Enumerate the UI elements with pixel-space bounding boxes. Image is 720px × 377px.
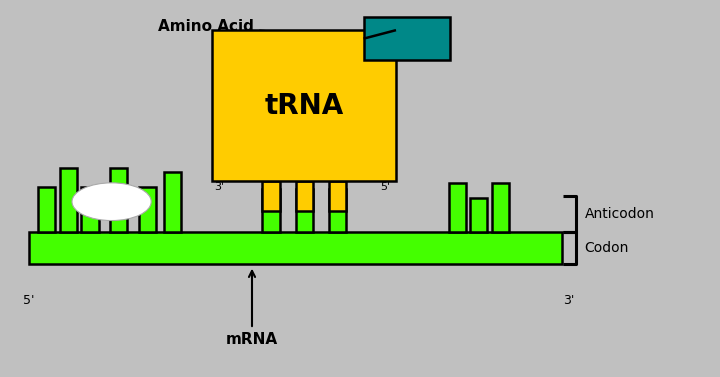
Bar (110, 168, 127, 232)
Bar (296, 188, 313, 232)
Bar (38, 187, 55, 232)
Text: 5': 5' (380, 182, 390, 192)
Text: tRNA: tRNA (264, 92, 344, 120)
Bar (328, 188, 346, 232)
Text: 5': 5' (23, 294, 35, 307)
Bar (449, 183, 466, 232)
Bar (492, 183, 509, 232)
Bar (139, 187, 156, 232)
Bar (164, 172, 181, 232)
Bar (262, 188, 280, 232)
Text: 3': 3' (563, 294, 575, 307)
Text: mRNA: mRNA (226, 271, 278, 347)
Bar (364, 17, 450, 60)
Bar (296, 181, 313, 211)
Bar (470, 198, 487, 232)
Ellipse shape (72, 183, 151, 221)
Bar (212, 30, 396, 181)
Bar (328, 181, 346, 211)
Bar (81, 187, 99, 232)
Text: 3': 3' (215, 182, 225, 192)
Bar (29, 232, 562, 264)
Text: Anticodon: Anticodon (585, 207, 654, 221)
Bar (262, 181, 280, 211)
Text: Codon: Codon (585, 241, 629, 255)
Text: Amino Acid: Amino Acid (158, 19, 359, 41)
Bar (60, 168, 77, 232)
